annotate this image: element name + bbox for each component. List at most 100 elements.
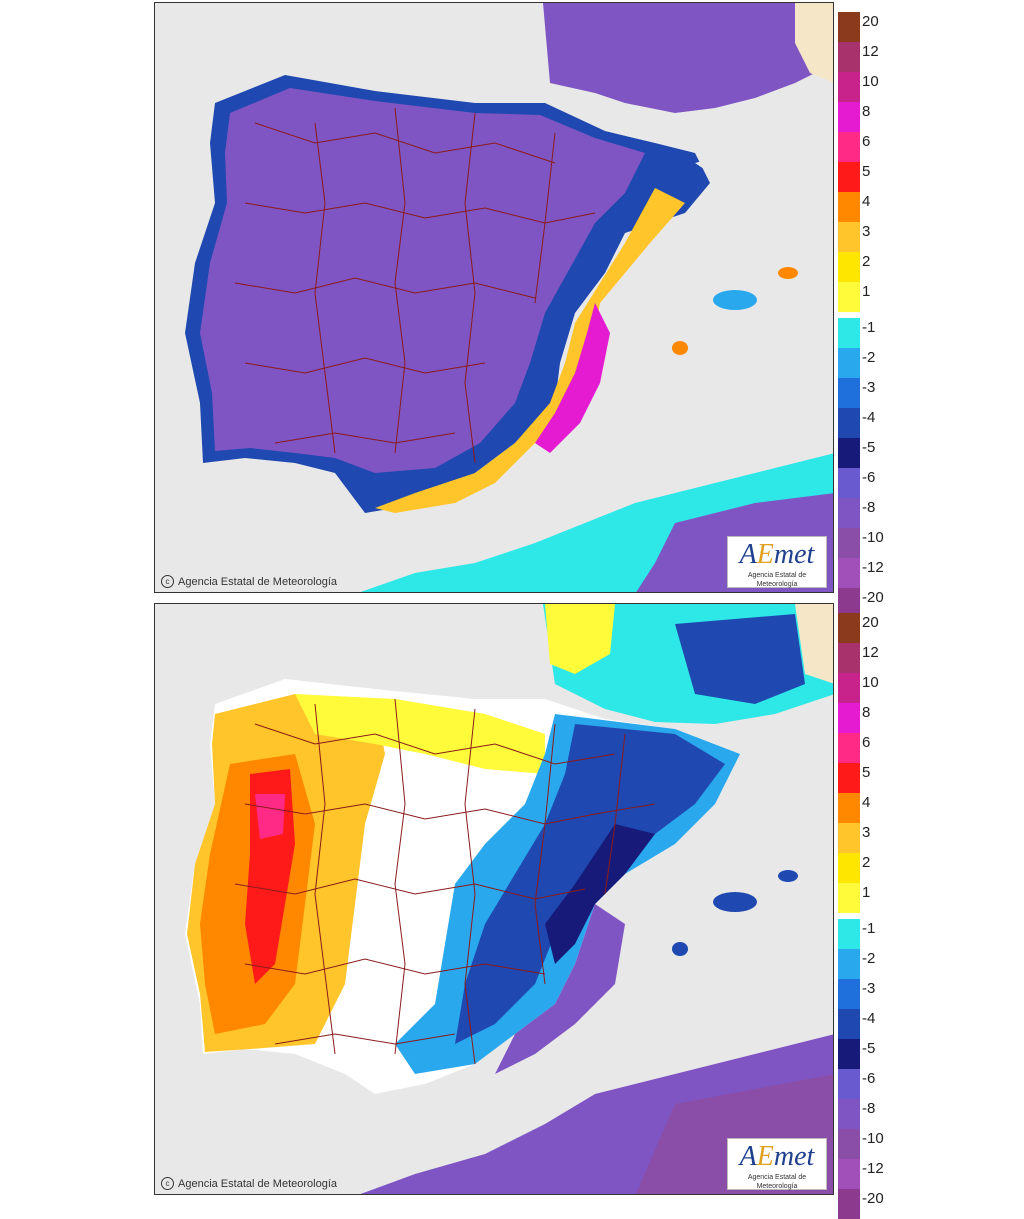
legend-swatch <box>838 949 860 979</box>
legend-swatch <box>838 919 860 949</box>
credit-top: c Agencia Estatal de Meteorología <box>161 575 337 588</box>
legend-label: 1 <box>862 283 871 300</box>
legend-swatch <box>838 1069 860 1099</box>
legend-swatch <box>838 42 860 72</box>
legend-swatch <box>838 408 860 438</box>
logo-brand: AEmet <box>739 1141 815 1172</box>
legend-label: -8 <box>862 1100 876 1117</box>
east-coast-warm-band <box>375 188 685 513</box>
legend-label: 5 <box>862 163 871 180</box>
legend-label: 12 <box>862 43 879 60</box>
legend-label: -10 <box>862 1130 884 1147</box>
france-region <box>543 3 833 113</box>
copyright-icon: c <box>161 1177 174 1190</box>
legend-swatch <box>838 1099 860 1129</box>
legend-swatch <box>838 588 860 618</box>
legend-label: 8 <box>862 103 871 120</box>
legend-label: -20 <box>862 589 884 606</box>
color-legend-top: 20 12 10 8 6 5 4 3 2 1 -1 -2 -3 -4 -5 -6 -8 -10 -12 -20 <box>836 2 896 618</box>
legend-swatch <box>838 468 860 498</box>
legend-label: -6 <box>862 1070 876 1087</box>
legend-label: -12 <box>862 1160 884 1177</box>
mallorca-island <box>713 892 757 912</box>
france-cold-area <box>675 614 805 704</box>
iberia-interior <box>200 88 645 473</box>
legend-swatch <box>838 348 860 378</box>
legend-label: -10 <box>862 529 884 546</box>
legend-swatch <box>838 733 860 763</box>
legend-label: -5 <box>862 1040 876 1057</box>
legend-label: 8 <box>862 704 871 721</box>
menorca-island <box>778 267 798 279</box>
legend-swatch <box>838 528 860 558</box>
legend-label: 12 <box>862 644 879 661</box>
legend-swatch <box>838 222 860 252</box>
legend-label: 6 <box>862 133 871 150</box>
province-borders <box>234 107 596 464</box>
legend-label: -8 <box>862 499 876 516</box>
legend-swatch <box>838 378 860 408</box>
legend-swatch <box>838 318 860 348</box>
legend-label: -20 <box>862 1190 884 1207</box>
legend-label: -2 <box>862 349 876 366</box>
legend-label: 3 <box>862 824 871 841</box>
legend-swatch <box>838 643 860 673</box>
copyright-icon: c <box>161 575 174 588</box>
legend-swatch <box>838 883 860 913</box>
legend-label: 10 <box>862 674 879 691</box>
legend-swatch <box>838 102 860 132</box>
mediterranean-sea <box>625 123 833 483</box>
legend-label: 6 <box>862 734 871 751</box>
legend-label: -3 <box>862 980 876 997</box>
credit-text: Agencia Estatal de Meteorología <box>178 1177 337 1190</box>
legend-swatch <box>838 1009 860 1039</box>
southeast-purple-area <box>495 904 625 1074</box>
map-panel-top: c Agencia Estatal de Meteorología AEmet … <box>154 2 834 593</box>
legend-swatch <box>838 1189 860 1219</box>
legend-label: 10 <box>862 73 879 90</box>
legend-label: 2 <box>862 854 871 871</box>
legend-label: -12 <box>862 559 884 576</box>
color-legend-bottom: 20 12 10 8 6 5 4 3 2 1 -1 -2 -3 -4 -5 -6 -8 -10 -12 -20 <box>836 603 896 1219</box>
east-very-cold-area <box>545 824 655 964</box>
legend-swatch <box>838 853 860 883</box>
legend-label: -1 <box>862 920 876 937</box>
legend-swatch <box>838 252 860 282</box>
legend-label: 20 <box>862 614 879 631</box>
legend-label: 20 <box>862 13 879 30</box>
legend-label: -5 <box>862 439 876 456</box>
legend-swatch <box>838 613 860 643</box>
logo-brand: AEmet <box>739 539 815 570</box>
legend-swatch <box>838 703 860 733</box>
aemet-logo-bottom: AEmet Agencia Estatal de Meteorología <box>727 1138 827 1190</box>
legend-swatch <box>838 763 860 793</box>
legend-label: 4 <box>862 193 871 210</box>
aemet-logo-top: AEmet Agencia Estatal de Meteorología <box>727 536 827 588</box>
logo-subtitle: Agencia Estatal de Meteorología <box>747 1174 807 1190</box>
credit-bottom: c Agencia Estatal de Meteorología <box>161 1177 337 1190</box>
legend-swatch <box>838 558 860 588</box>
north-warm-band <box>295 694 545 774</box>
province-borders <box>234 698 656 1065</box>
temperature-anomaly-map-bottom <box>185 604 833 1194</box>
legend-swatch <box>838 823 860 853</box>
italy-region <box>795 3 833 83</box>
west-extreme-spot <box>255 794 285 839</box>
logo-subtitle: Agencia Estatal de Meteorología <box>747 572 807 588</box>
legend-swatch <box>838 438 860 468</box>
legend-label: -4 <box>862 409 876 426</box>
legend-swatch <box>838 162 860 192</box>
legend-label: -6 <box>862 469 876 486</box>
temperature-anomaly-map-top <box>185 3 833 592</box>
legend-label: -2 <box>862 950 876 967</box>
legend-swatch <box>838 12 860 42</box>
legend-swatch <box>838 673 860 703</box>
legend-label: 1 <box>862 884 871 901</box>
ibiza-island <box>672 341 688 355</box>
legend-label: 3 <box>862 223 871 240</box>
legend-label: -3 <box>862 379 876 396</box>
menorca-island <box>778 870 798 882</box>
legend-swatch <box>838 1039 860 1069</box>
legend-label: -1 <box>862 319 876 336</box>
italy-region <box>795 604 833 684</box>
